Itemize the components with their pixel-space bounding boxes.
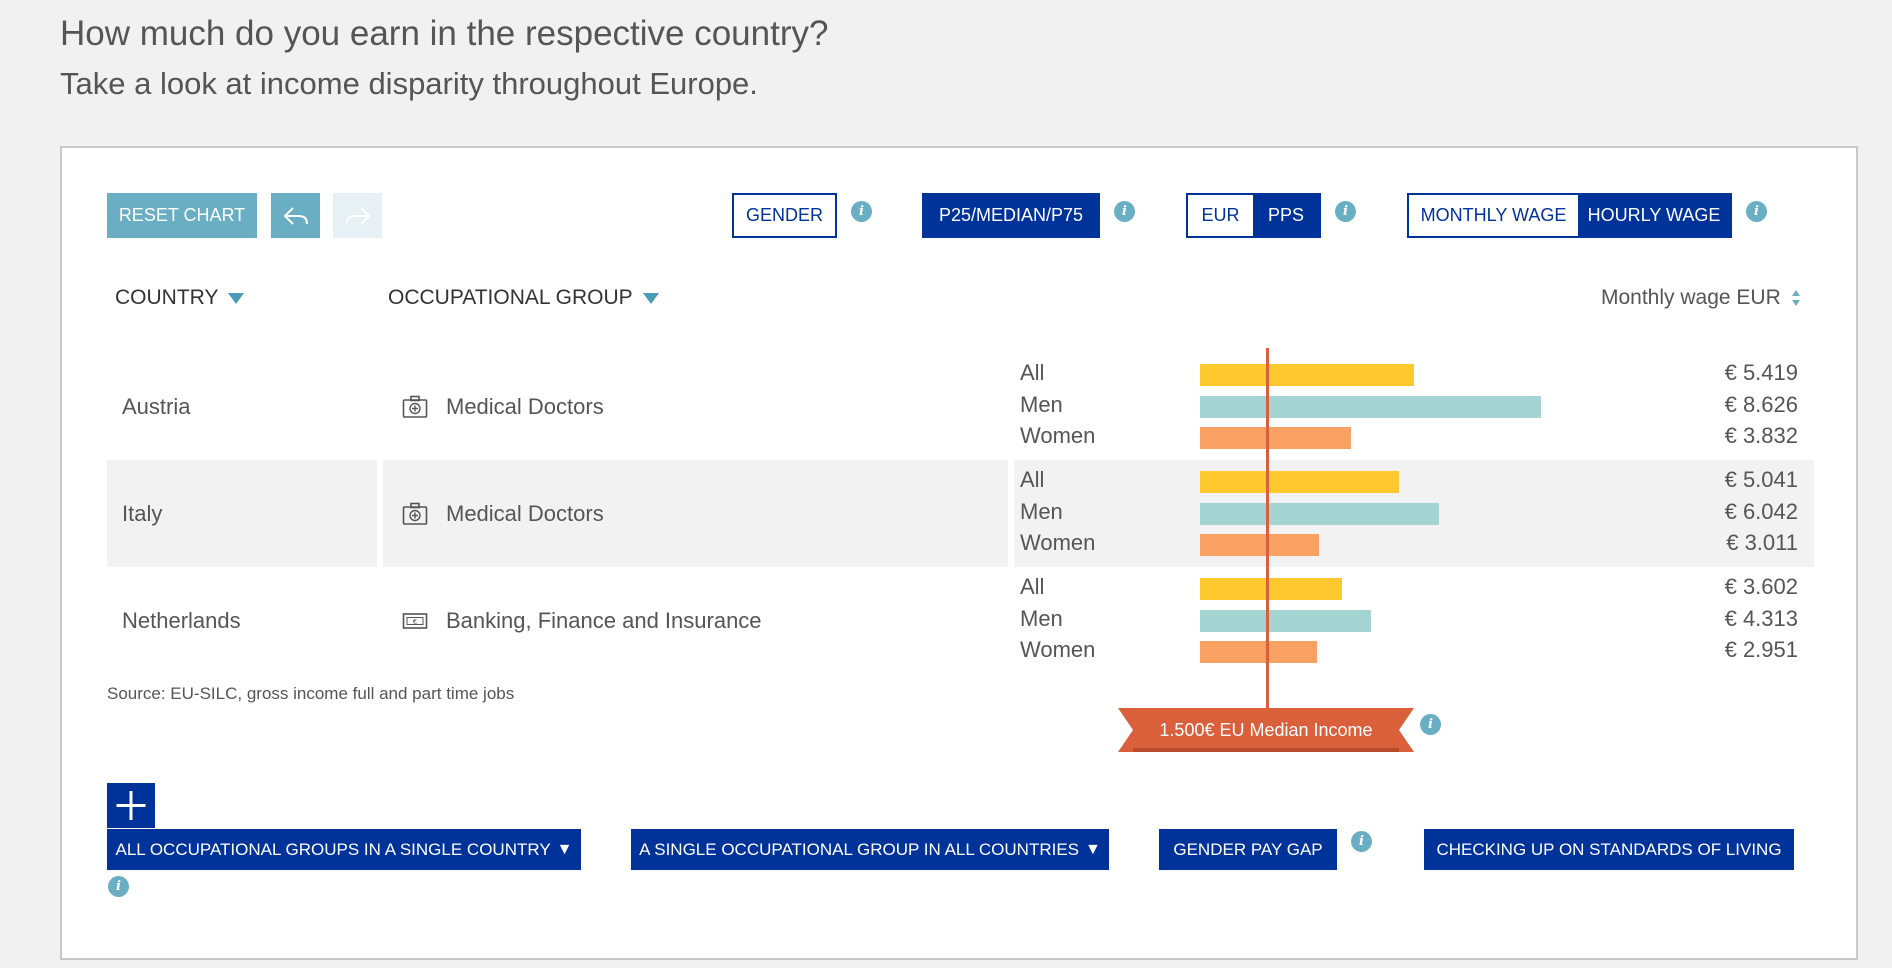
occupation-column-header[interactable]: OCCUPATIONAL GROUP (388, 286, 659, 310)
gender-pay-gap-button[interactable]: GENDER PAY GAP (1159, 829, 1337, 870)
bar-all (1200, 578, 1342, 600)
dropdown-arrow-icon: ▼ (1085, 840, 1101, 858)
bar-women (1200, 534, 1319, 556)
row-background (107, 460, 377, 567)
undo-icon (283, 206, 308, 225)
wage-option-hourly[interactable]: HOURLY WAGE (1578, 195, 1730, 236)
info-icon[interactable]: i (1420, 714, 1441, 735)
sort-column-header[interactable]: Monthly wage EUR (1601, 286, 1801, 310)
occupation-header-label: OCCUPATIONAL GROUP (388, 286, 633, 309)
wage-option-monthly[interactable]: MONTHLY WAGE (1409, 195, 1578, 236)
bar-all (1200, 471, 1399, 493)
country-cell: Austria (122, 394, 191, 419)
value-label: € 8.626 (1724, 391, 1798, 417)
page-subtitle: Take a look at income disparity througho… (60, 66, 758, 101)
value-label: € 5.041 (1724, 467, 1798, 492)
series-label: All (1020, 574, 1045, 599)
add-row-button[interactable] (107, 783, 155, 828)
info-icon[interactable]: i (108, 876, 129, 897)
occupation-label: Banking, Finance and Insurance (446, 608, 762, 633)
medical-kit-icon (402, 395, 428, 418)
country-header-label: COUNTRY (115, 286, 219, 309)
bar-men (1200, 609, 1371, 632)
bar-women (1200, 641, 1317, 663)
currency-option-eur[interactable]: EUR (1188, 195, 1253, 236)
currency-option-pps[interactable]: PPS (1253, 195, 1319, 236)
bar-all (1200, 364, 1414, 386)
value-label: € 3.011 (1726, 530, 1798, 555)
country-cell: Netherlands (122, 608, 241, 633)
median-line (1266, 348, 1269, 712)
series-label: Women (1020, 530, 1096, 555)
plus-icon (116, 791, 146, 820)
value-label: € 3.832 (1724, 423, 1798, 448)
svg-text:€: € (413, 618, 417, 626)
redo-button[interactable] (333, 193, 382, 238)
bar-men (1200, 502, 1439, 525)
series-label: Men (1020, 605, 1063, 631)
gender-button[interactable]: GENDER (732, 193, 837, 238)
series-label: Women (1020, 637, 1096, 662)
median-label: 1.500€ EU Median Income (1159, 719, 1373, 740)
source-note: Source: EU-SILC, gross income full and p… (107, 684, 515, 703)
dropdown-arrow-icon: ▼ (556, 840, 573, 858)
single-country-label: ALL OCCUPATIONAL GROUPS IN A SINGLE COUN… (115, 839, 551, 859)
info-icon[interactable]: i (1746, 201, 1767, 222)
value-label: € 5.419 (1724, 360, 1798, 385)
value-label: € 3.602 (1724, 574, 1798, 599)
banknote-icon: € (402, 613, 428, 629)
standards-of-living-button[interactable]: CHECKING UP ON STANDARDS OF LIVING (1424, 829, 1794, 870)
series-label: Men (1020, 391, 1063, 417)
redo-icon (345, 206, 370, 225)
occupation-cell: Medical Doctors (402, 394, 604, 420)
sort-icon (1791, 290, 1800, 306)
reset-chart-button[interactable]: RESET CHART (107, 193, 257, 238)
series-label: All (1020, 467, 1045, 492)
page-title: How much do you earn in the respective c… (60, 14, 829, 53)
single-group-button[interactable]: A SINGLE OCCUPATIONAL GROUP IN ALL COUNT… (631, 829, 1109, 870)
info-icon[interactable]: i (1335, 201, 1356, 222)
bar-women (1200, 427, 1351, 449)
percentile-button[interactable]: P25/MEDIAN/P75 (922, 193, 1100, 238)
value-label: € 2.951 (1724, 637, 1798, 662)
series-label: Women (1020, 423, 1096, 448)
series-label: All (1020, 360, 1045, 385)
info-icon[interactable]: i (1351, 831, 1372, 852)
medical-kit-icon (402, 502, 428, 525)
sort-header-label: Monthly wage EUR (1601, 286, 1781, 309)
caret-down-icon (642, 292, 659, 304)
single-country-button[interactable]: ALL OCCUPATIONAL GROUPS IN A SINGLE COUN… (107, 829, 581, 870)
value-label: € 6.042 (1724, 498, 1798, 524)
currency-toggle: EUR PPS (1186, 193, 1321, 238)
occupation-label: Medical Doctors (446, 501, 604, 526)
value-label: € 4.313 (1724, 605, 1798, 631)
undo-button[interactable] (271, 193, 320, 238)
bar-men (1200, 395, 1541, 418)
wage-toggle: MONTHLY WAGE HOURLY WAGE (1407, 193, 1732, 238)
median-ribbon (1118, 708, 1414, 752)
single-group-label: A SINGLE OCCUPATIONAL GROUP IN ALL COUNT… (639, 839, 1080, 859)
occupation-cell: Medical Doctors (402, 501, 604, 527)
caret-down-icon (228, 292, 245, 304)
info-icon[interactable]: i (1114, 201, 1135, 222)
occupation-cell: € Banking, Finance and Insurance (402, 608, 762, 634)
series-label: Men (1020, 498, 1063, 524)
occupation-label: Medical Doctors (446, 394, 604, 419)
info-icon[interactable]: i (851, 201, 872, 222)
country-cell: Italy (122, 501, 163, 526)
country-column-header[interactable]: COUNTRY (115, 286, 245, 310)
row-background (383, 460, 1008, 567)
